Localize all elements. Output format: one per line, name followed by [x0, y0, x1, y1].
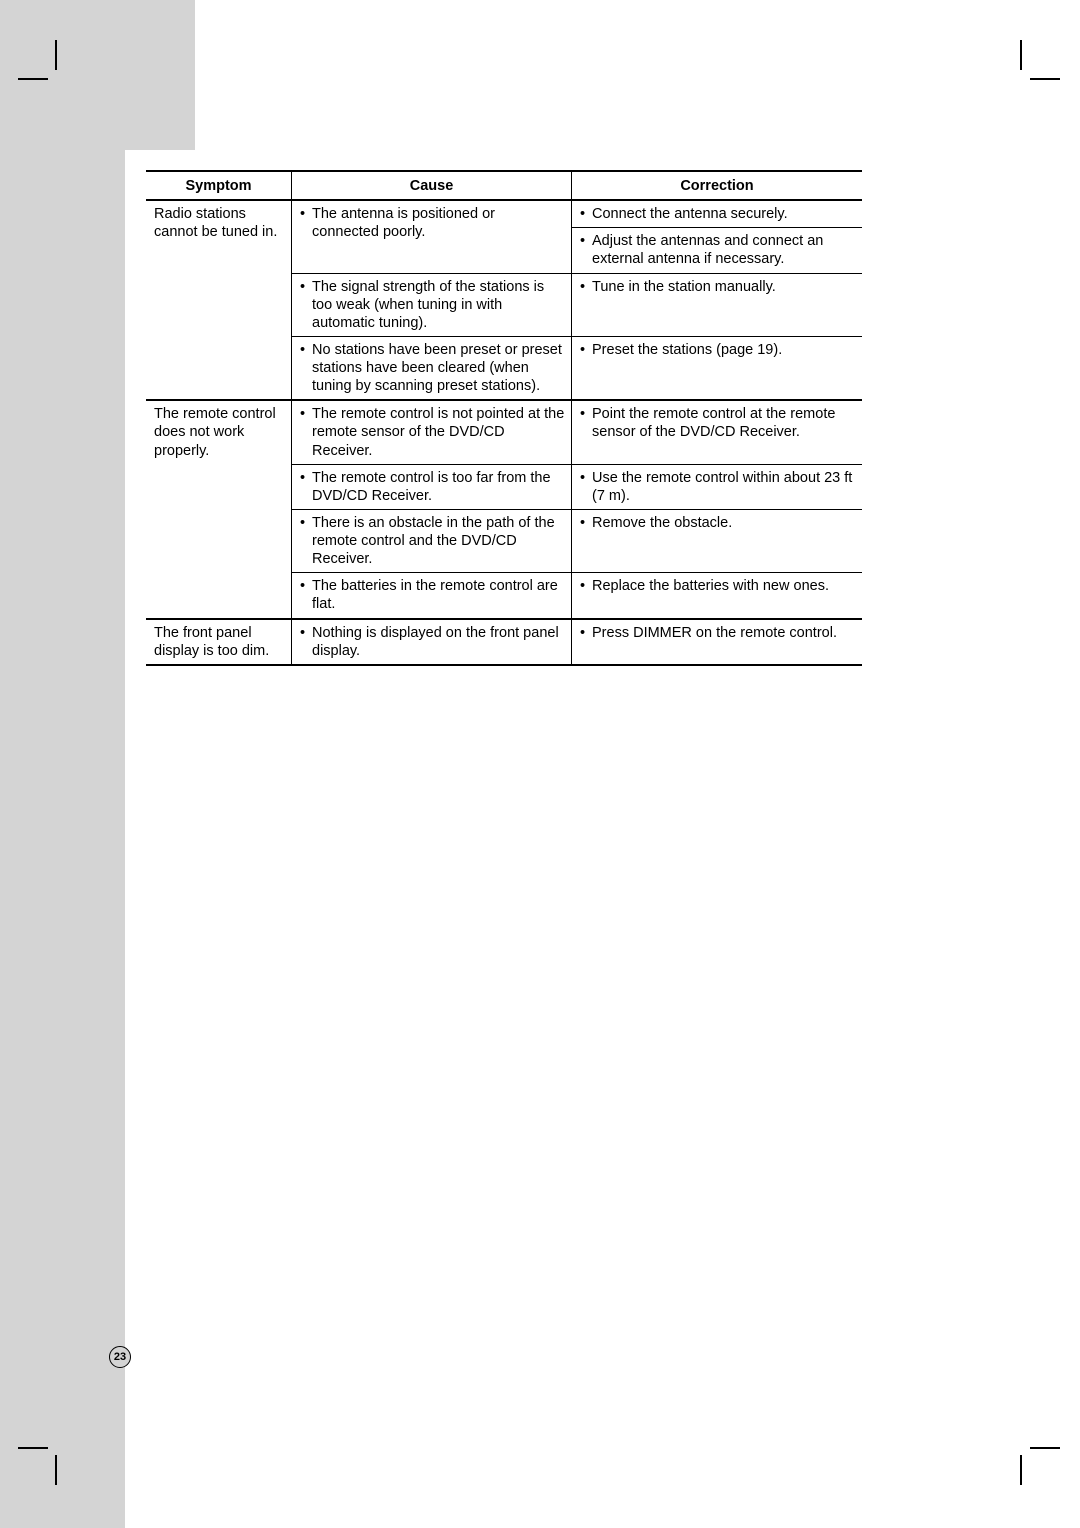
bullet-icon: •: [298, 577, 312, 613]
cause-cell: •The remote control is too far from the …: [292, 465, 572, 509]
crop-mark: [55, 1455, 57, 1485]
correction-cell: •Point the remote control at the remote …: [572, 401, 862, 445]
correction-text: Remove the obstacle.: [592, 514, 856, 532]
rows-container: •The antenna is positioned or connected …: [292, 201, 862, 399]
cause-text: The remote control is not pointed at the…: [312, 405, 565, 459]
correction-column: •Connect the antenna securely.•Adjust th…: [572, 201, 862, 272]
bullet-icon: •: [578, 232, 592, 268]
cause-text: There is an obstacle in the path of the …: [312, 514, 565, 568]
correction-cell: •Use the remote control within about 23 …: [572, 465, 862, 509]
grey-sidebar: [0, 0, 125, 1528]
bullet-icon: •: [578, 405, 592, 441]
correction-column: •Tune in the station manually.: [572, 274, 862, 336]
cause-cell: •No stations have been preset or preset …: [292, 337, 572, 399]
table-row: •The remote control is too far from the …: [292, 465, 862, 510]
correction-text: Point the remote control at the remote s…: [592, 405, 856, 441]
correction-column: •Remove the obstacle.: [572, 510, 862, 572]
correction-column: •Replace the batteries with new ones.: [572, 573, 862, 617]
crop-mark: [18, 78, 48, 80]
troubleshooting-table: Symptom Cause Correction Radio stations …: [146, 170, 862, 666]
table-row: •No stations have been preset or preset …: [292, 337, 862, 399]
correction-column: •Press DIMMER on the remote control.: [572, 620, 862, 664]
crop-mark: [1030, 78, 1060, 80]
header-correction: Correction: [572, 172, 862, 199]
cause-cell: •Nothing is displayed on the front panel…: [292, 620, 572, 664]
symptom-cell: The remote control does not work properl…: [146, 401, 292, 617]
correction-cell: •Tune in the station manually.: [572, 274, 862, 300]
grey-header-block: [0, 0, 195, 150]
table-header-row: Symptom Cause Correction: [146, 172, 862, 201]
cause-text: The signal strength of the stations is t…: [312, 278, 565, 332]
bullet-icon: •: [298, 469, 312, 505]
bullet-icon: •: [298, 278, 312, 332]
bullet-icon: •: [578, 577, 592, 595]
table-row: •There is an obstacle in the path of the…: [292, 510, 862, 573]
bullet-icon: •: [298, 341, 312, 395]
rows-container: •Nothing is displayed on the front panel…: [292, 620, 862, 664]
correction-text: Connect the antenna securely.: [592, 205, 856, 223]
cause-cell: •The remote control is not pointed at th…: [292, 401, 572, 463]
cause-text: The remote control is too far from the D…: [312, 469, 565, 505]
symptom-cell: The front panel display is too dim.: [146, 620, 292, 664]
table-row: •Nothing is displayed on the front panel…: [292, 620, 862, 664]
crop-mark: [18, 1447, 48, 1449]
correction-cell: •Remove the obstacle.: [572, 510, 862, 536]
correction-cell: •Connect the antenna securely.: [572, 201, 862, 228]
table-row: •The signal strength of the stations is …: [292, 274, 862, 337]
correction-column: •Use the remote control within about 23 …: [572, 465, 862, 509]
cause-text: Nothing is displayed on the front panel …: [312, 624, 565, 660]
correction-text: Press DIMMER on the remote control.: [592, 624, 856, 642]
correction-cell: •Replace the batteries with new ones.: [572, 573, 862, 599]
correction-text: Use the remote control within about 23 f…: [592, 469, 856, 505]
header-cause: Cause: [292, 172, 572, 199]
bullet-icon: •: [298, 514, 312, 568]
bullet-icon: •: [578, 624, 592, 642]
correction-text: Adjust the antennas and connect an exter…: [592, 232, 856, 268]
correction-column: •Preset the stations (page 19).: [572, 337, 862, 399]
table-group: The remote control does not work properl…: [146, 401, 862, 619]
crop-mark: [1030, 1447, 1060, 1449]
bullet-icon: •: [578, 469, 592, 505]
bullet-icon: •: [578, 205, 592, 223]
cause-text: The antenna is positioned or connected p…: [312, 205, 565, 241]
page-number: 23: [114, 1351, 126, 1363]
correction-text: Preset the stations (page 19).: [592, 341, 856, 359]
bullet-icon: •: [298, 205, 312, 241]
table-group: The front panel display is too dim.•Noth…: [146, 620, 862, 666]
cause-text: No stations have been preset or preset s…: [312, 341, 565, 395]
correction-column: •Point the remote control at the remote …: [572, 401, 862, 463]
bullet-icon: •: [298, 405, 312, 459]
rows-container: •The remote control is not pointed at th…: [292, 401, 862, 617]
symptom-cell: Radio stations cannot be tuned in.: [146, 201, 292, 399]
correction-text: Tune in the station manually.: [592, 278, 856, 296]
bullet-icon: •: [298, 624, 312, 660]
cause-cell: •The signal strength of the stations is …: [292, 274, 572, 336]
cause-cell: •The batteries in the remote control are…: [292, 573, 572, 617]
table-row: •The batteries in the remote control are…: [292, 573, 862, 617]
header-symptom: Symptom: [146, 172, 292, 199]
crop-mark: [1020, 1455, 1022, 1485]
correction-text: Replace the batteries with new ones.: [592, 577, 856, 595]
correction-cell: •Preset the stations (page 19).: [572, 337, 862, 363]
correction-cell: •Press DIMMER on the remote control.: [572, 620, 862, 646]
crop-mark: [55, 40, 57, 70]
bullet-icon: •: [578, 341, 592, 359]
cause-cell: •The antenna is positioned or connected …: [292, 201, 572, 272]
cause-cell: •There is an obstacle in the path of the…: [292, 510, 572, 572]
correction-cell: •Adjust the antennas and connect an exte…: [572, 228, 862, 272]
crop-mark: [1020, 40, 1022, 70]
table-row: •The antenna is positioned or connected …: [292, 201, 862, 273]
bullet-icon: •: [578, 278, 592, 296]
table-row: •The remote control is not pointed at th…: [292, 401, 862, 464]
cause-text: The batteries in the remote control are …: [312, 577, 565, 613]
bullet-icon: •: [578, 514, 592, 532]
table-group: Radio stations cannot be tuned in.•The a…: [146, 201, 862, 401]
page-number-badge: 23: [109, 1346, 131, 1368]
